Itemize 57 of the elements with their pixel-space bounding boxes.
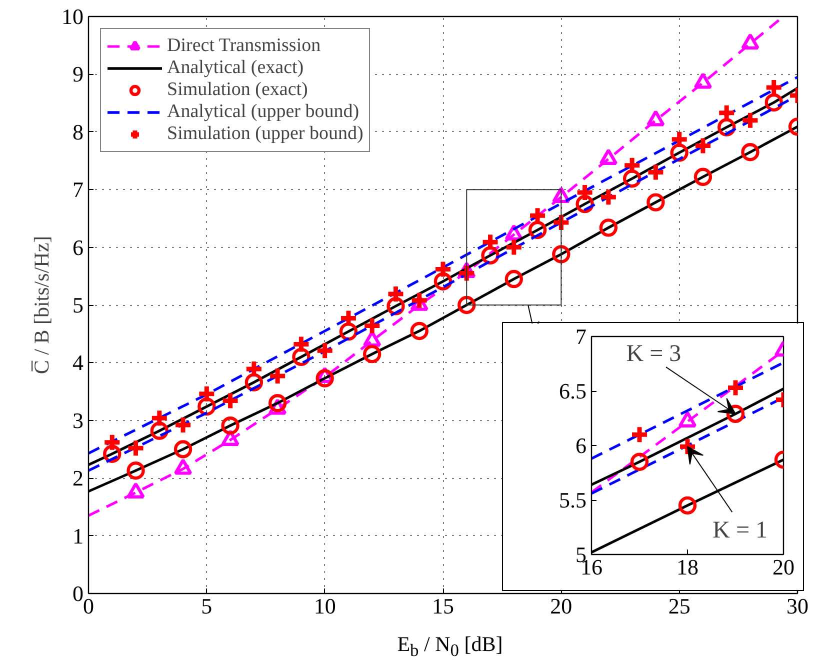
point	[504, 270, 523, 288]
point	[741, 143, 760, 162]
x-tick-label: 30	[786, 594, 808, 618]
point	[678, 496, 697, 515]
annotation: K = 1	[712, 518, 768, 544]
y-tick-label: 8	[72, 119, 84, 144]
y-tick-label: 5	[72, 292, 84, 318]
y-tick-label: 9	[72, 62, 84, 87]
point	[221, 416, 240, 435]
x-tick-label: 10	[314, 594, 336, 618]
y-tick-label: 1	[72, 523, 84, 548]
point	[576, 194, 594, 214]
x-tick-label: 20	[550, 594, 572, 618]
point	[150, 422, 168, 440]
point	[599, 218, 618, 237]
x-axis-title: E$_{b}$ / N$_{0}$ [dB]	[397, 631, 503, 662]
x-tick-label: 5	[201, 594, 212, 618]
legend-label: Analytical (upper bound)	[167, 101, 360, 123]
point	[316, 369, 334, 388]
x-tick-label: 15	[432, 594, 454, 618]
y-tick-label: 3	[72, 408, 84, 433]
y-tick-label: 6.5	[559, 378, 586, 404]
point	[694, 168, 712, 186]
y-tick-label: 10	[62, 4, 84, 29]
point	[670, 144, 688, 162]
point	[244, 373, 264, 392]
point	[339, 322, 358, 341]
y-tick-label: 7	[72, 177, 84, 202]
legend-label: Simulation (upper bound)	[167, 123, 364, 145]
x-tick-label: 20	[772, 554, 794, 580]
point	[126, 462, 145, 480]
point	[434, 272, 452, 290]
point	[174, 440, 192, 458]
y-axis-title: C̅ / B [bits/s/Hz]	[30, 236, 54, 374]
x-tick-label: 18	[676, 554, 698, 580]
point	[646, 193, 665, 212]
point	[764, 93, 783, 112]
y-tick-label: 2	[72, 466, 84, 491]
y-tick-label: 6	[72, 234, 84, 260]
annotation: K = 3	[626, 340, 682, 367]
point	[410, 322, 428, 340]
y-tick-label: 6	[576, 433, 586, 458]
legend-label: Direct Transmission	[167, 35, 321, 57]
point	[630, 452, 649, 471]
point	[363, 344, 382, 364]
point	[528, 220, 547, 240]
legend-label: Simulation (exact)	[167, 79, 308, 101]
point	[292, 348, 310, 366]
y-tick-label: 7	[576, 324, 586, 349]
y-tick-label: 4	[72, 350, 84, 376]
y-tick-label: 5.5	[559, 488, 586, 512]
point	[103, 444, 122, 463]
point	[552, 245, 570, 264]
point	[268, 394, 287, 412]
legend-label: Analytical (exact)	[167, 57, 304, 79]
x-tick-label: 25	[668, 594, 690, 618]
point	[458, 296, 476, 314]
